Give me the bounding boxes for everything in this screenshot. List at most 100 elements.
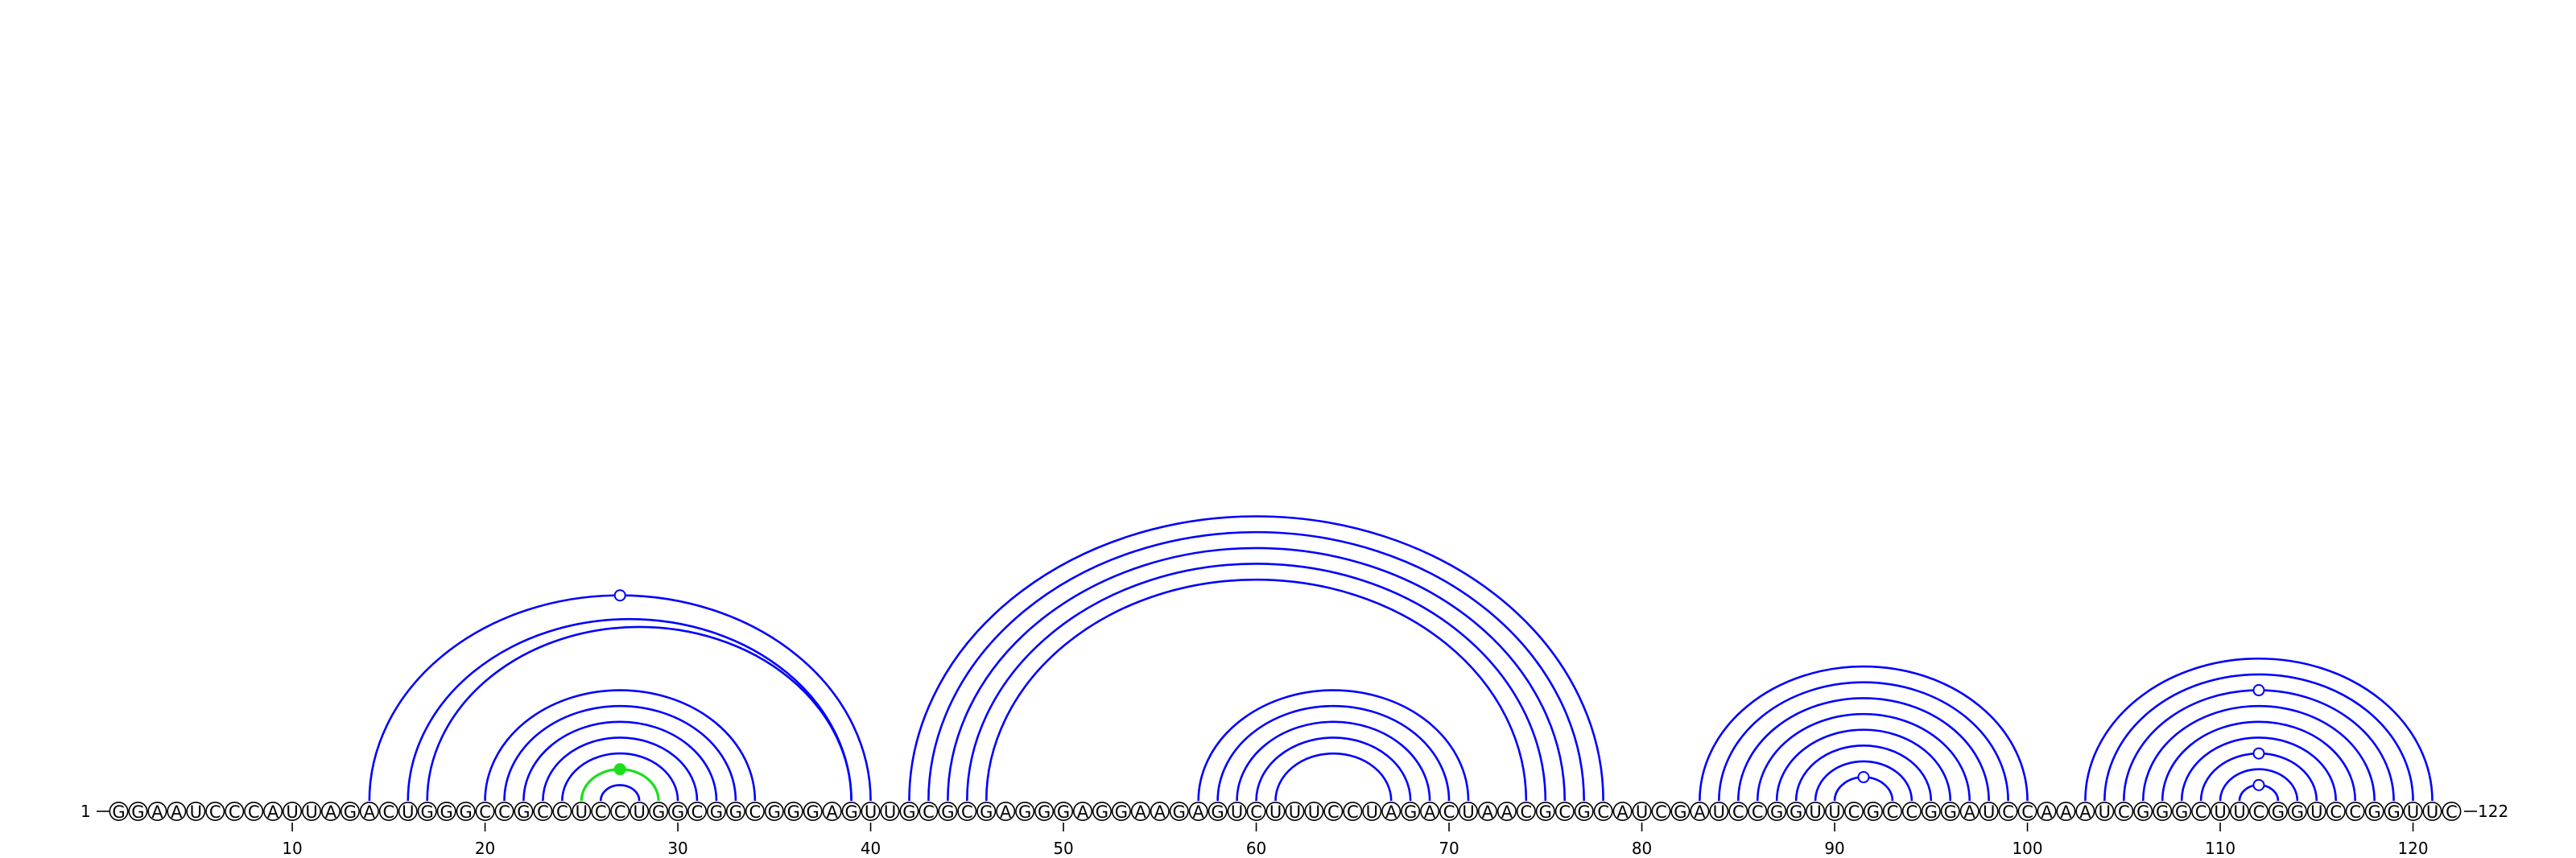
- nucleotide-circle: [1150, 801, 1170, 821]
- nucleotide-circle: [1959, 801, 1979, 821]
- base-pair-arc-110-114: [2219, 768, 2299, 802]
- base-pair-arc-108-116: [2180, 736, 2338, 802]
- nucleotide-letter: U: [865, 802, 877, 822]
- nucleotide-circle: [1092, 801, 1112, 821]
- nucleotide-62: U: [1285, 801, 1305, 822]
- nucleotide-letter: C: [595, 802, 607, 822]
- nucleotide-letter: C: [2021, 802, 2033, 822]
- nucleotide-circle: [1459, 801, 1479, 821]
- nucleotide-letter: A: [2060, 802, 2072, 822]
- nucleotide-circle: [2345, 801, 2365, 821]
- nucleotide-105: C: [2114, 801, 2134, 822]
- nucleotide-letter: U: [2099, 802, 2111, 822]
- nucleotide-circle: [1882, 801, 1902, 821]
- nucleotide-letter: G: [517, 802, 530, 822]
- nucleotide-circle: [205, 801, 225, 821]
- nucleotide-circle: [1516, 801, 1536, 821]
- nucleotide-circle: [1362, 801, 1382, 821]
- tick-label-110: 110: [2205, 839, 2235, 858]
- nucleotide-letter: C: [1347, 802, 1359, 822]
- nucleotide-circle: [1806, 801, 1826, 821]
- nucleotide-letter: U: [305, 802, 317, 822]
- nucleotide-letter: C: [2253, 802, 2265, 822]
- nucleotide-44: G: [938, 801, 958, 822]
- nucleotide-111: U: [2230, 801, 2250, 822]
- base-pair-arc-43-77: [927, 530, 1585, 802]
- nucleotide-28: U: [630, 801, 650, 822]
- nucleotide-circle: [552, 801, 572, 821]
- nucleotide-circle: [2268, 801, 2288, 821]
- nucleotide-52: G: [1092, 801, 1112, 822]
- tick-label-90: 90: [1824, 839, 1844, 858]
- nucleotide-letter: U: [190, 802, 202, 822]
- nucleotide-22: G: [514, 801, 534, 822]
- nucleotide-circle: [1073, 801, 1093, 821]
- nucleotide-18: G: [436, 801, 456, 822]
- nucleotide-letter: U: [286, 802, 298, 822]
- nucleotide-circle: [109, 801, 129, 821]
- nucleotide-circle: [2248, 801, 2268, 821]
- nucleotide-88: G: [1786, 801, 1806, 822]
- nucleotide-circle: [591, 801, 611, 821]
- nucleotide-circle: [2306, 801, 2326, 821]
- nucleotide-letter: G: [1096, 802, 1108, 822]
- nucleotide-72: A: [1477, 801, 1497, 822]
- nucleotide-letter: A: [364, 802, 376, 822]
- nucleotide-circle: [1304, 801, 1324, 821]
- nucleotide-81: C: [1651, 801, 1671, 822]
- base-pair-arc-44-76: [947, 547, 1567, 802]
- base-pair-arc-83-100: [1699, 665, 2029, 802]
- nucleotide-circle: [2153, 801, 2173, 821]
- nucleotide-circle: [1381, 801, 1402, 821]
- nucleotide-letter: G: [1018, 802, 1031, 822]
- nucleotide-circle: [1998, 801, 2018, 821]
- nucleotide-letter: C: [2446, 802, 2458, 822]
- nucleotide-circle: [861, 801, 881, 821]
- nucleotide-letter: G: [710, 802, 723, 822]
- nucleotide-letter: A: [2041, 802, 2053, 822]
- nucleotide-101: A: [2037, 801, 2057, 822]
- nucleotide-66: U: [1362, 801, 1382, 822]
- nucleotide-16: U: [398, 801, 418, 822]
- nucleotide-circle: [1227, 801, 1247, 821]
- nucleotide-circle: [1188, 801, 1208, 821]
- nucleotide-letter: G: [440, 802, 453, 822]
- nucleotide-letter: G: [131, 802, 144, 822]
- highlight-marker-25-29: [613, 763, 626, 776]
- nucleotide-80: U: [1632, 801, 1652, 822]
- nucleotide-circle: [1670, 801, 1690, 821]
- tick-label-10: 10: [282, 839, 302, 858]
- tick-label-50: 50: [1053, 839, 1073, 858]
- nucleotide-29: G: [649, 801, 669, 822]
- nucleotide-circle: [2384, 801, 2404, 821]
- nucleotide-circle: [2287, 801, 2307, 821]
- nucleotide-letter: U: [1366, 802, 1378, 822]
- nucleotide-circle: [668, 801, 688, 821]
- nucleotide-letter: A: [1964, 802, 1976, 822]
- nucleotide-56: G: [1169, 801, 1189, 822]
- nucleotide-letter: C: [2195, 802, 2207, 822]
- nucleotide-letter: A: [1694, 802, 1706, 822]
- base-pair-arc-109-115: [2199, 752, 2318, 802]
- nucleotide-letter: C: [382, 802, 394, 822]
- nucleotide-circle: [1748, 801, 1768, 821]
- nucleotide-12: A: [320, 801, 341, 822]
- nucleotide-circle: [2037, 801, 2057, 821]
- nucleotide-circle: [938, 801, 958, 821]
- base-pair-arc-57-71: [1197, 689, 1470, 802]
- nucleotide-letter: C: [1558, 802, 1571, 822]
- nucleotide-90: U: [1825, 801, 1845, 822]
- nucleotide-letter: U: [2214, 802, 2226, 822]
- nucleotide-letter: G: [1539, 802, 1552, 822]
- nucleotide-circle: [1054, 801, 1074, 821]
- nucleotide-circle: [1825, 801, 1845, 821]
- nucleotide-circle: [1265, 801, 1286, 821]
- nucleotide-letter: U: [576, 802, 588, 822]
- nucleotide-circle: [1690, 801, 1710, 821]
- nucleotide-circle: [1323, 801, 1344, 821]
- nucleotide-circle: [1439, 801, 1459, 821]
- nucleotide-circle: [456, 801, 476, 821]
- nucleotide-circle: [1034, 801, 1055, 821]
- nucleotide-letter: G: [807, 802, 819, 822]
- nucleotide-letter: G: [902, 802, 915, 822]
